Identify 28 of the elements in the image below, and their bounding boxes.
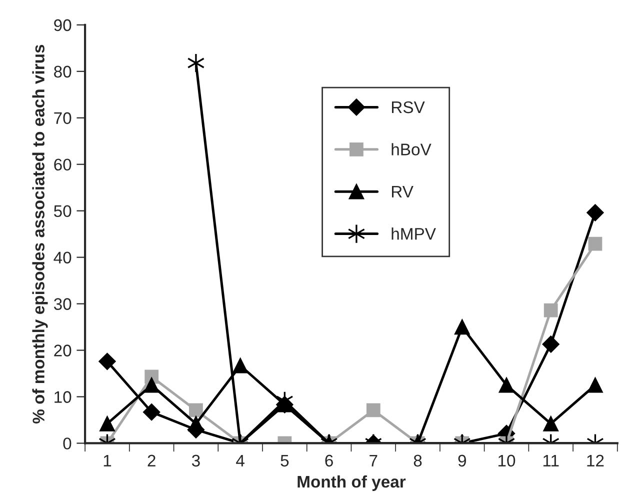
- y-axis-title: % of monthly episodes associated to each virus: [32, 44, 48, 424]
- x-tick-label: 12: [587, 454, 604, 466]
- x-tick-label: 3: [192, 454, 200, 467]
- y-tick-label: 50: [54, 205, 72, 218]
- y-tick-label: 80: [54, 66, 72, 78]
- x-tick-label: 2: [148, 454, 156, 466]
- y-tick-label: 10: [54, 391, 72, 403]
- y-tick-label: 0: [63, 438, 72, 450]
- x-axis-title: Month of year: [298, 475, 406, 491]
- y-tick-label: 30: [54, 298, 72, 310]
- x-tick-label: 8: [414, 454, 422, 467]
- y-tick-label: 40: [54, 252, 72, 264]
- x-tick-label: 4: [236, 454, 244, 466]
- legend-label: RV: [392, 186, 414, 198]
- x-tick-label: 7: [370, 454, 378, 466]
- x-tick-label: 6: [325, 454, 333, 467]
- x-tick-label: 1: [104, 454, 112, 466]
- y-tick-label: 60: [54, 158, 72, 171]
- legend-label: hBoV: [392, 143, 432, 156]
- legend-label: hMPV: [392, 228, 436, 240]
- x-tick-label: 5: [280, 454, 289, 467]
- x-tick-label: 11: [543, 454, 559, 466]
- x-tick-label: 10: [498, 454, 516, 467]
- y-tick-label: 70: [54, 112, 72, 124]
- y-tick-label: 20: [54, 344, 72, 356]
- y-tick-label: 90: [54, 19, 72, 32]
- legend-label: RSV: [392, 101, 425, 114]
- x-tick-label: 9: [458, 454, 466, 467]
